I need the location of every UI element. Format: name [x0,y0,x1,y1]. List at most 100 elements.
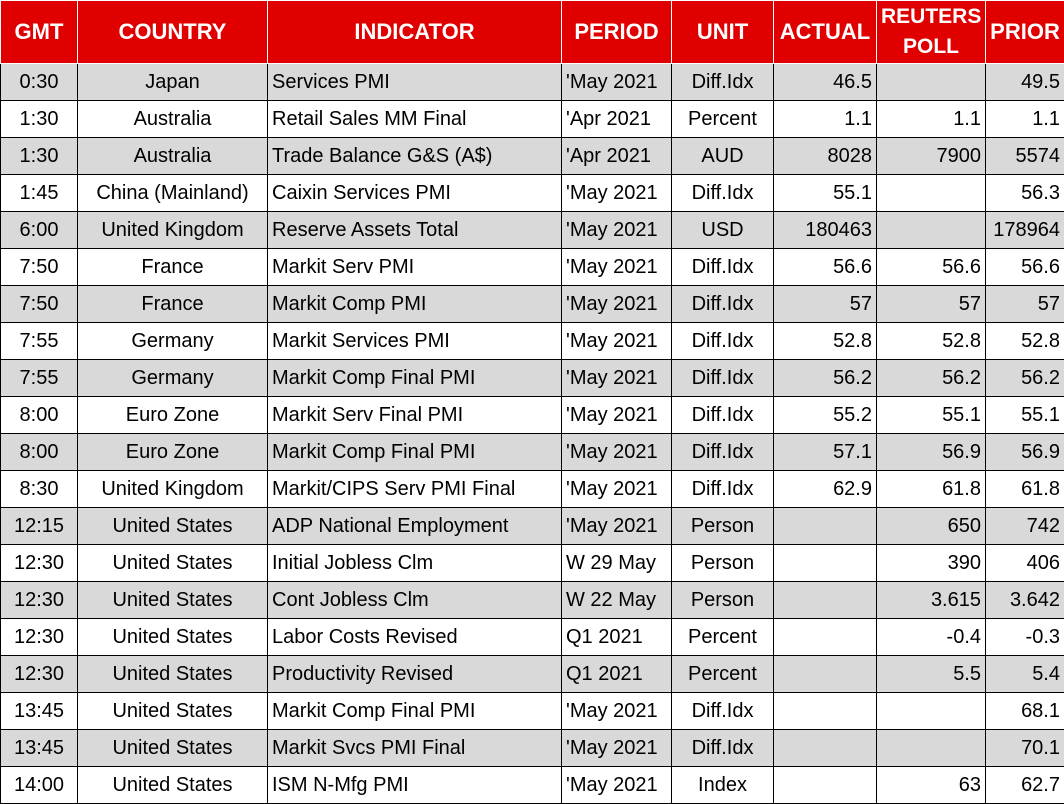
cell-indicator: Services PMI [268,64,562,101]
cell-unit: Person [672,545,774,582]
cell-indicator: Markit Serv Final PMI [268,397,562,434]
cell-country: Australia [78,138,268,175]
cell-unit: Person [672,508,774,545]
cell-gmt: 12:30 [1,619,78,656]
cell-actual: 57 [774,286,877,323]
cell-prior: 57 [986,286,1064,323]
cell-actual: 57.1 [774,434,877,471]
cell-country: France [78,249,268,286]
cell-country: United States [78,767,268,804]
cell-reuters-poll: 5.5 [877,656,986,693]
cell-gmt: 12:15 [1,508,78,545]
cell-actual: 55.1 [774,175,877,212]
cell-period: 'May 2021 [562,286,672,323]
cell-reuters-poll: 52.8 [877,323,986,360]
cell-indicator: Caixin Services PMI [268,175,562,212]
cell-reuters-poll: 57 [877,286,986,323]
cell-country: United Kingdom [78,471,268,508]
cell-gmt: 7:50 [1,249,78,286]
cell-prior: 70.1 [986,730,1064,767]
cell-period: 'May 2021 [562,360,672,397]
cell-reuters-poll [877,693,986,730]
cell-actual: 180463 [774,212,877,249]
header-row: GMT COUNTRY INDICATOR PERIOD UNIT ACTUAL… [1,1,1064,64]
cell-country: Japan [78,64,268,101]
cell-unit: Diff.Idx [672,397,774,434]
cell-prior: 5.4 [986,656,1064,693]
cell-reuters-poll: 56.6 [877,249,986,286]
header-unit: UNIT [672,1,774,64]
cell-prior: 178964 [986,212,1064,249]
cell-actual [774,582,877,619]
cell-indicator: Markit Comp Final PMI [268,360,562,397]
cell-period: 'May 2021 [562,249,672,286]
cell-period: 'May 2021 [562,175,672,212]
cell-unit: Percent [672,101,774,138]
cell-indicator: Cont Jobless Clm [268,582,562,619]
cell-country: Australia [78,101,268,138]
cell-gmt: 13:45 [1,730,78,767]
cell-indicator: ADP National Employment [268,508,562,545]
cell-actual: 55.2 [774,397,877,434]
cell-indicator: Markit Services PMI [268,323,562,360]
cell-country: United States [78,656,268,693]
cell-period: 'May 2021 [562,64,672,101]
cell-country: Euro Zone [78,397,268,434]
cell-indicator: Markit Comp PMI [268,286,562,323]
cell-unit: AUD [672,138,774,175]
cell-period: 'May 2021 [562,508,672,545]
cell-reuters-poll: 3.615 [877,582,986,619]
cell-prior: 56.3 [986,175,1064,212]
cell-period: 'May 2021 [562,434,672,471]
cell-gmt: 8:00 [1,397,78,434]
cell-unit: Diff.Idx [672,64,774,101]
cell-actual: 52.8 [774,323,877,360]
cell-reuters-poll [877,175,986,212]
cell-reuters-poll: 7900 [877,138,986,175]
cell-country: United States [78,582,268,619]
header-actual: ACTUAL [774,1,877,64]
cell-period: Q1 2021 [562,656,672,693]
cell-country: United States [78,508,268,545]
cell-reuters-poll: 1.1 [877,101,986,138]
cell-reuters-poll: 650 [877,508,986,545]
cell-prior: 62.7 [986,767,1064,804]
cell-reuters-poll [877,730,986,767]
cell-gmt: 1:30 [1,101,78,138]
cell-period: 'May 2021 [562,397,672,434]
cell-gmt: 7:55 [1,360,78,397]
cell-actual: 1.1 [774,101,877,138]
cell-gmt: 6:00 [1,212,78,249]
cell-indicator: Reserve Assets Total [268,212,562,249]
cell-indicator: ISM N-Mfg PMI [268,767,562,804]
cell-gmt: 13:45 [1,693,78,730]
cell-indicator: Markit/CIPS Serv PMI Final [268,471,562,508]
cell-country: Germany [78,360,268,397]
cell-prior: 56.2 [986,360,1064,397]
cell-indicator: Markit Serv PMI [268,249,562,286]
cell-prior: 1.1 [986,101,1064,138]
cell-unit: Person [672,582,774,619]
cell-gmt: 7:50 [1,286,78,323]
cell-actual: 56.6 [774,249,877,286]
cell-country: United Kingdom [78,212,268,249]
cell-reuters-poll: 63 [877,767,986,804]
cell-actual [774,767,877,804]
cell-actual [774,508,877,545]
cell-period: W 22 May [562,582,672,619]
cell-indicator: Initial Jobless Clm [268,545,562,582]
cell-unit: USD [672,212,774,249]
